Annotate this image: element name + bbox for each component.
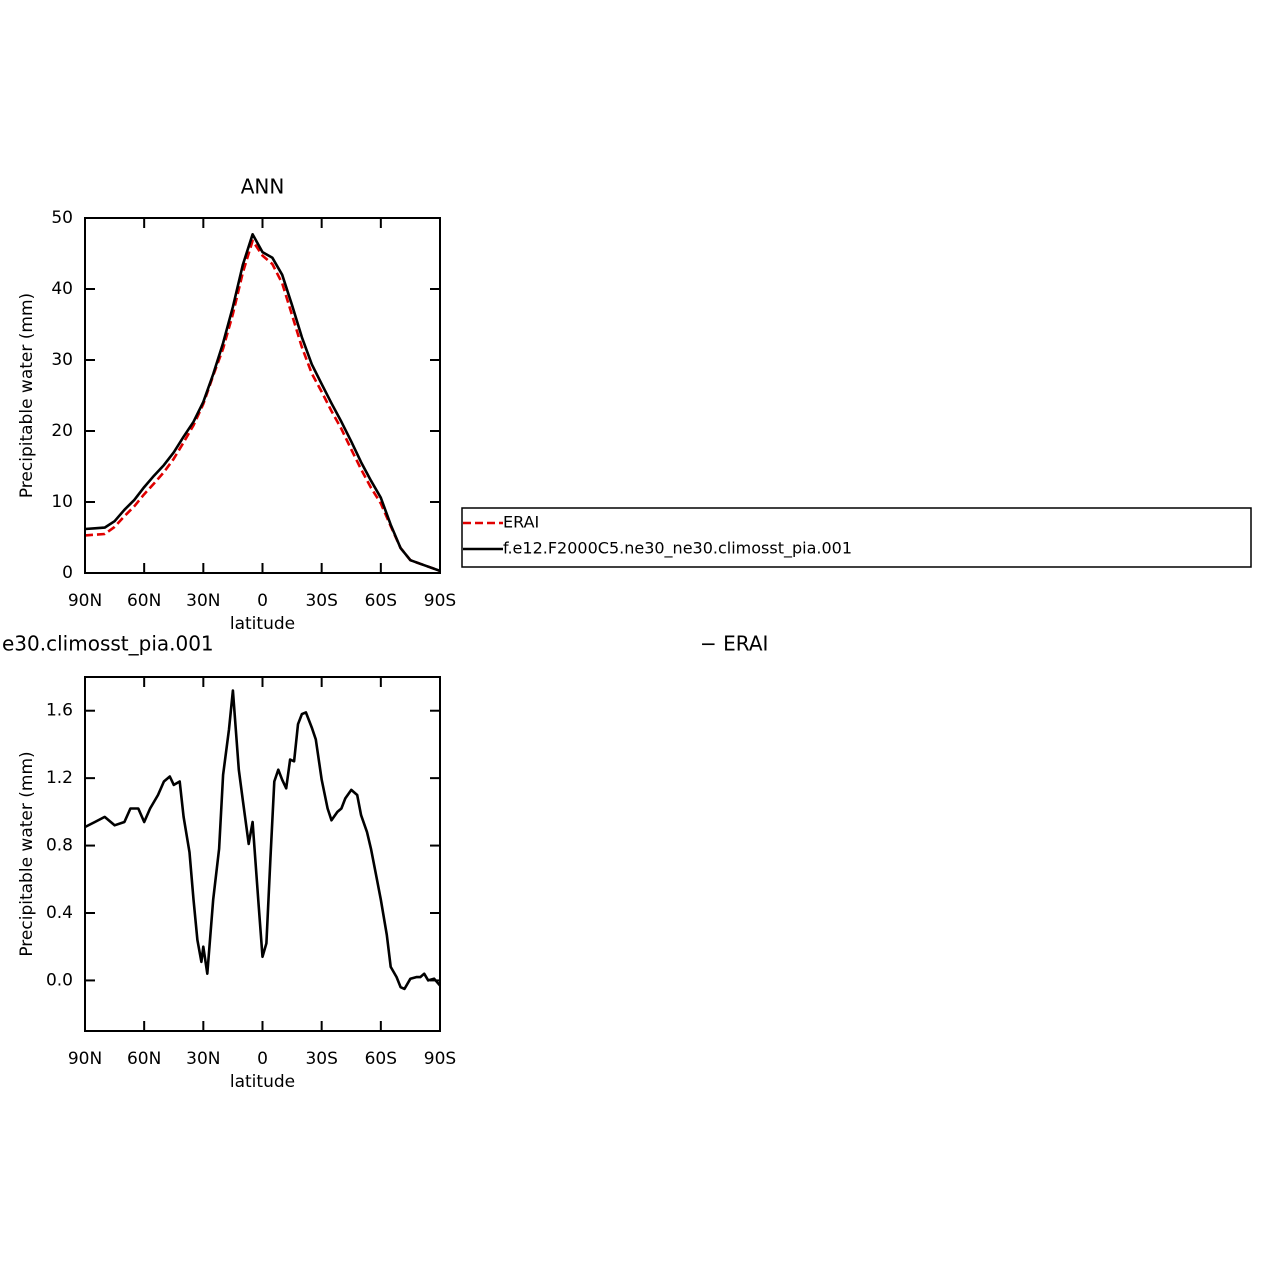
x-tick-label: 0 bbox=[257, 1049, 268, 1069]
y-tick-label: 0.0 bbox=[46, 970, 73, 990]
y-tick-label: 20 bbox=[51, 421, 73, 441]
y-tick-label: 0.8 bbox=[46, 836, 73, 856]
x-tick-label: 30N bbox=[186, 1049, 220, 1069]
y-tick-label: 0.4 bbox=[46, 903, 73, 923]
x-axis-label: latitude bbox=[230, 1072, 295, 1092]
y-axis-label: Precipitable water (mm) bbox=[17, 751, 37, 956]
x-tick-label: 30N bbox=[186, 591, 220, 611]
y-tick-label: 1.6 bbox=[46, 701, 73, 721]
x-axis-label: latitude bbox=[230, 614, 295, 634]
x-tick-label: 0 bbox=[257, 591, 268, 611]
chart-title-left: e30.climosst_pia.001 bbox=[2, 632, 214, 656]
data-line bbox=[84, 239, 441, 573]
y-tick-label: 0 bbox=[62, 563, 73, 583]
x-tick-label: 90S bbox=[424, 591, 456, 611]
legend-label: f.e12.F2000C5.ne30_ne30.climosst_pia.001 bbox=[503, 539, 852, 559]
legend-label: ERAI bbox=[503, 513, 539, 532]
x-tick-label: 60S bbox=[365, 1049, 397, 1069]
y-axis-label: Precipitable water (mm) bbox=[17, 293, 37, 498]
y-tick-label: 40 bbox=[51, 279, 73, 299]
chart-title-right: − ERAI bbox=[700, 632, 768, 656]
x-tick-label: 30S bbox=[305, 1049, 337, 1069]
x-tick-label: 60S bbox=[365, 591, 397, 611]
x-tick-label: 90N bbox=[68, 591, 102, 611]
chart-title: ANN bbox=[241, 175, 285, 199]
x-tick-label: 90S bbox=[424, 1049, 456, 1069]
x-tick-label: 30S bbox=[305, 591, 337, 611]
legend-box bbox=[461, 507, 1252, 568]
x-tick-label: 60N bbox=[127, 591, 161, 611]
y-tick-label: 1.2 bbox=[46, 768, 73, 788]
plot-frame bbox=[84, 676, 441, 1032]
y-tick-label: 50 bbox=[51, 208, 73, 228]
y-tick-label: 10 bbox=[51, 492, 73, 512]
x-tick-label: 60N bbox=[127, 1049, 161, 1069]
x-tick-label: 90N bbox=[68, 1049, 102, 1069]
data-line bbox=[84, 233, 441, 573]
y-tick-label: 30 bbox=[51, 350, 73, 370]
data-line bbox=[84, 689, 441, 991]
